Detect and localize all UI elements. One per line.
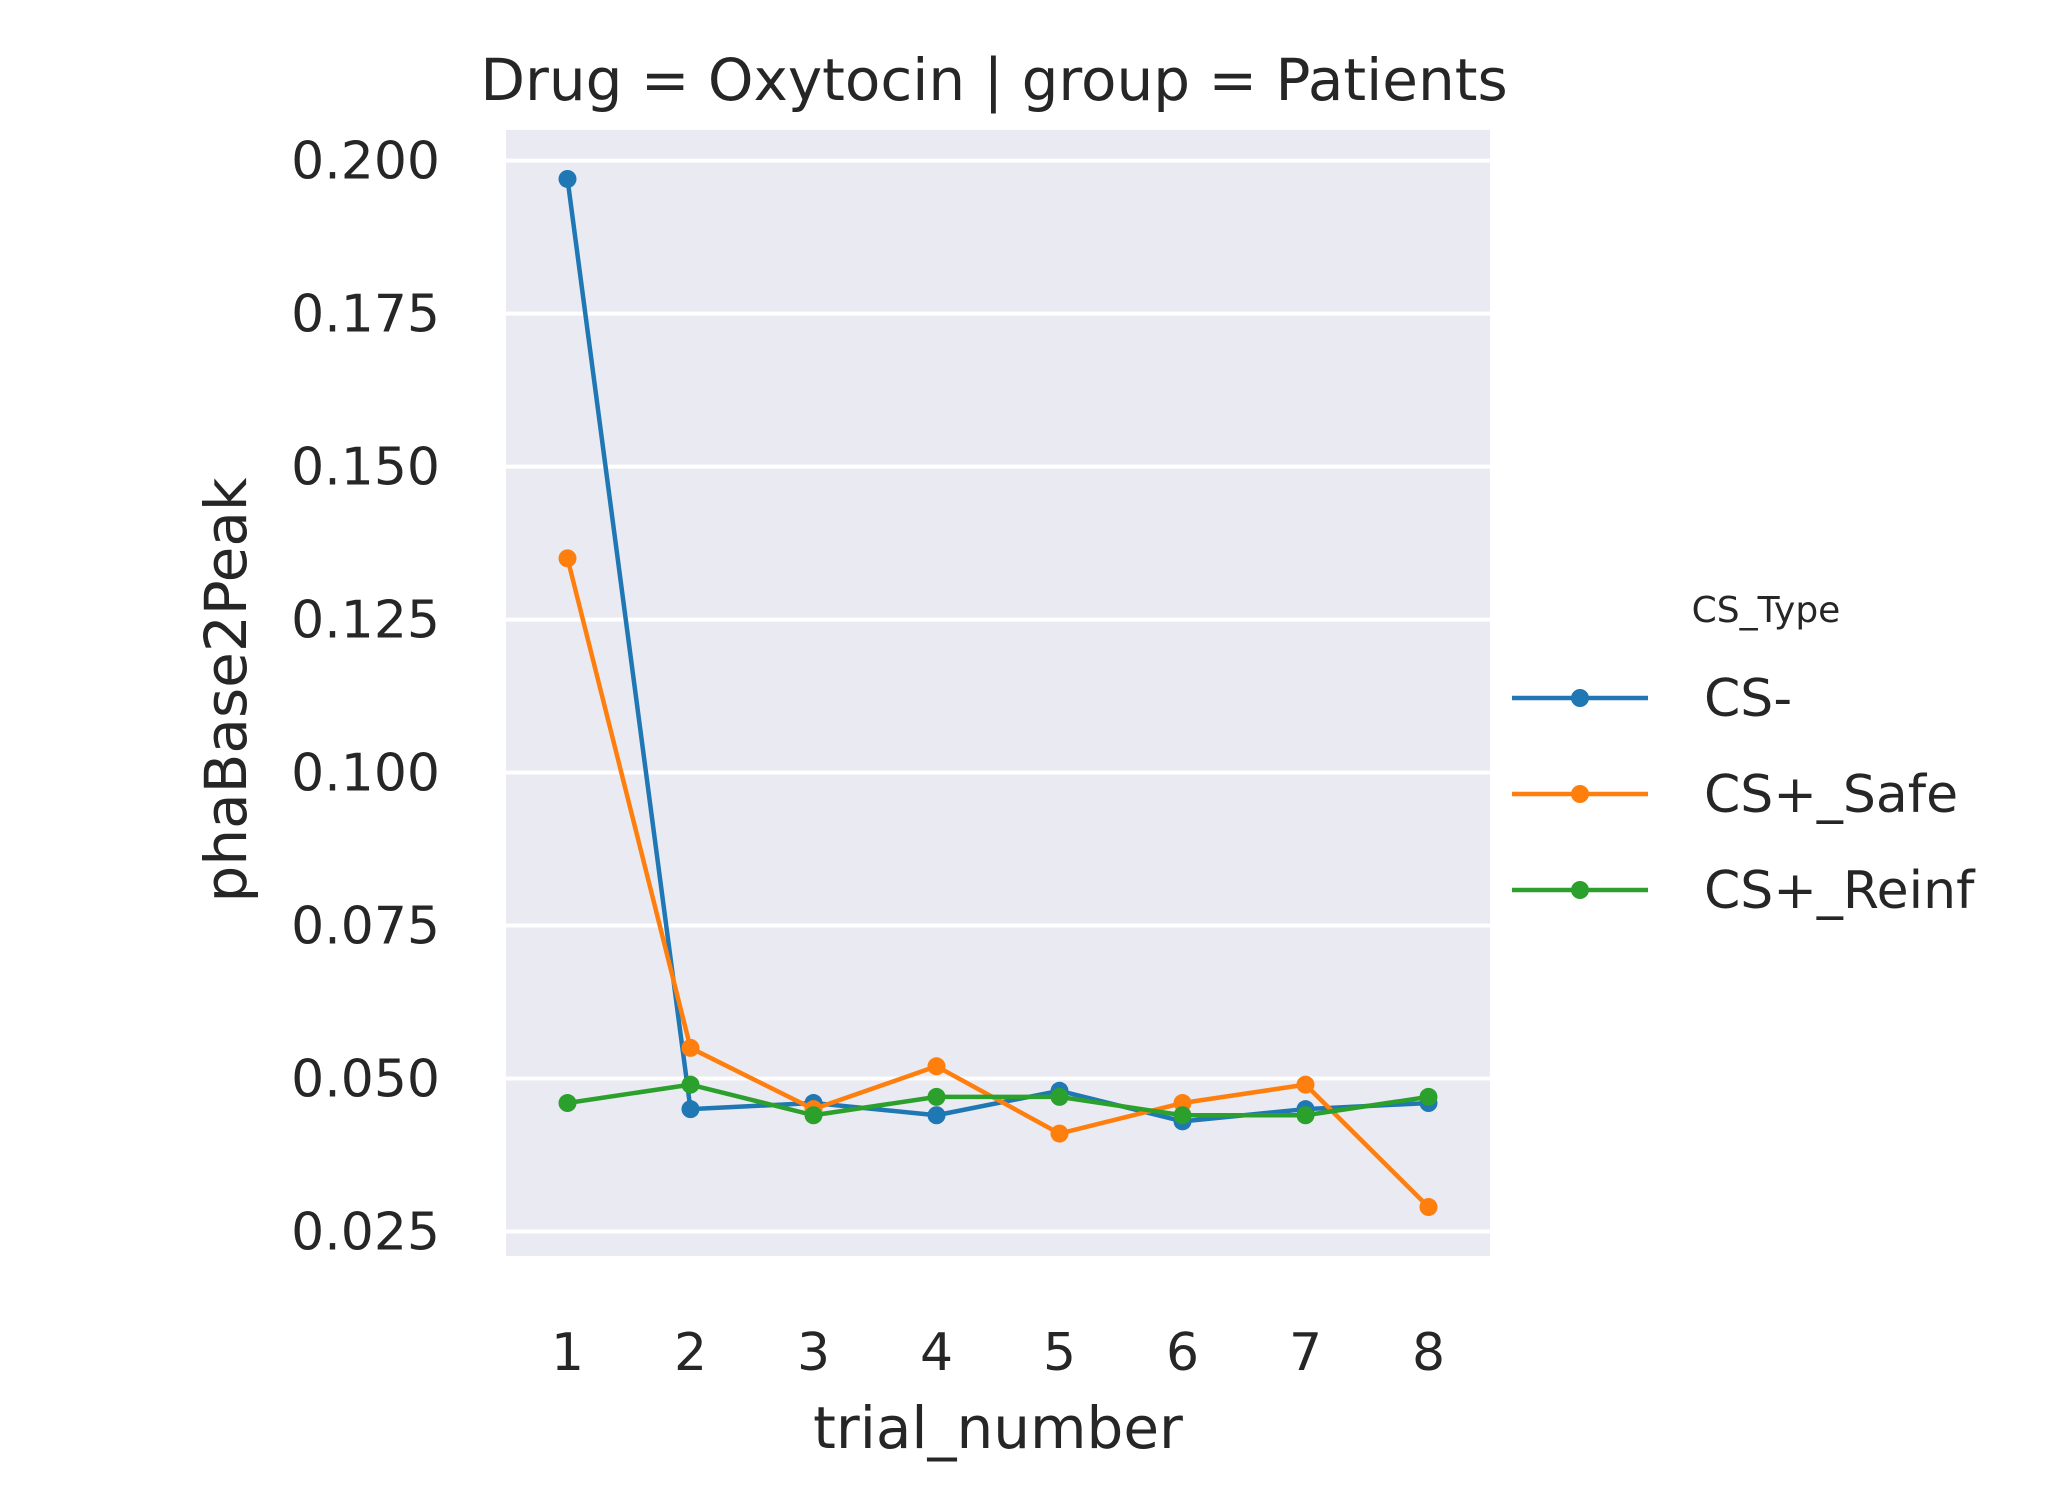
legend-label: CS+_Safe [1704,765,1958,825]
legend-item: CS+_Safe [1512,765,1958,825]
legend-label: CS- [1704,669,1792,729]
data-point [927,1087,946,1106]
x-tick-label: 5 [1043,1323,1076,1383]
y-tick-label: 0.100 [291,744,440,804]
legend-item: CS- [1512,669,1792,729]
data-point [558,169,577,188]
x-tick-label: 7 [1289,1323,1322,1383]
legend-marker [1571,785,1589,803]
legend-items: CS- CS+_Safe CS+_Reinf [1512,669,1976,921]
data-point [1050,1087,1069,1106]
series-layer [558,169,1438,1217]
series-line [565,557,1431,1209]
y-tick-label: 0.050 [291,1050,440,1110]
grid-lines [506,158,1490,1234]
data-point [681,1100,700,1119]
x-tick-label: 6 [1166,1323,1199,1383]
series-line [567,1082,1429,1118]
data-point [681,1038,700,1057]
y-axis: 0.025 0.050 0.075 0.100 0.125 0.150 0.175 0.200 [291,132,440,1263]
x-tick-label: 2 [674,1323,707,1383]
y-axis-label: phaBase2Peak [192,477,260,902]
series-CS+_Safe [558,549,1438,1217]
data-point [927,1106,946,1125]
y-tick-label: 0.075 [291,897,440,957]
y-tick-label: 0.025 [291,1203,440,1263]
legend-marker [1571,881,1589,899]
y-tick-label: 0.150 [291,438,440,498]
x-axis-label: trial_number [813,1394,1183,1462]
legend-marker [1571,689,1589,707]
y-tick-label: 0.125 [291,591,440,651]
legend-item: CS+_Reinf [1512,861,1976,921]
data-point [1173,1106,1192,1125]
x-tick-label: 3 [797,1323,830,1383]
x-tick-label: 8 [1412,1323,1445,1383]
data-point [927,1057,946,1076]
data-point [1050,1124,1069,1143]
data-point [804,1106,823,1125]
data-point [1419,1087,1438,1106]
y-tick-label: 0.200 [291,132,440,192]
x-tick-label: 4 [920,1323,953,1383]
legend-label: CS+_Reinf [1704,861,1976,921]
x-tick-label: 1 [551,1323,584,1383]
data-point [681,1075,700,1094]
y-tick-label: 0.175 [291,285,440,345]
data-point [558,549,577,568]
data-point [558,1094,577,1113]
data-point [1296,1075,1315,1094]
series-CS+_Reinf [558,1075,1438,1125]
legend-title: CS_Type [1692,590,1841,631]
data-point [1419,1198,1438,1217]
series-line [565,178,1429,1124]
data-point [1296,1106,1315,1125]
chart-title: Drug = Oxytocin | group = Patients [480,46,1507,114]
legend: CS_Type CS- CS+_Safe CS+_Reinf [1512,590,1976,921]
x-axis: 1 2 3 4 5 6 7 8 [551,1323,1445,1383]
plot-area [506,130,1490,1256]
